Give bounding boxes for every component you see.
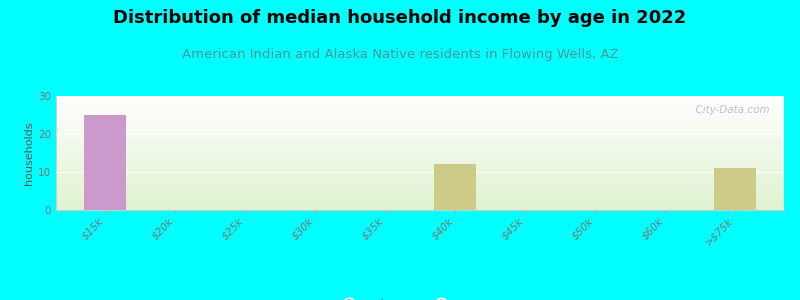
Text: Distribution of median household income by age in 2022: Distribution of median household income … <box>114 9 686 27</box>
Text: American Indian and Alaska Native residents in Flowing Wells, AZ: American Indian and Alaska Native reside… <box>182 48 618 61</box>
Legend: under 25, 25 - 44: under 25, 25 - 44 <box>344 298 496 300</box>
Bar <box>434 164 476 210</box>
Y-axis label: households: households <box>24 121 34 185</box>
Text: City-Data.com: City-Data.com <box>689 105 770 115</box>
Bar <box>84 115 126 210</box>
Bar <box>714 168 756 210</box>
